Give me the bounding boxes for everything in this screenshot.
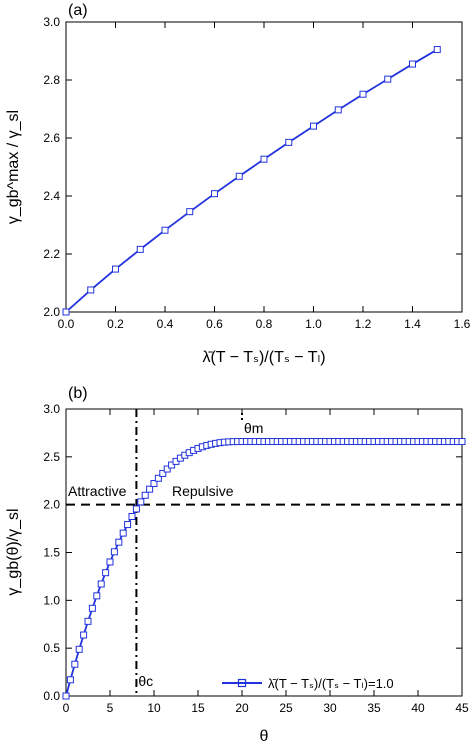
data-point (334, 106, 342, 114)
attractive-label: Attractive (68, 483, 127, 499)
theta-c-label: θc (138, 673, 153, 689)
y-tick-label: 0.5 (43, 641, 60, 655)
data-point (136, 245, 144, 253)
y-tick-label: 2.2 (43, 247, 60, 261)
data-point (75, 645, 83, 653)
data-point (102, 569, 110, 577)
data-point (285, 138, 293, 146)
panel-a-ticks: 0.0 0.2 0.4 0.6 0.8 1.0 1.2 1.4 1.6 2.0 2.2 2.4 2.6 2… (43, 15, 470, 331)
data-point (80, 631, 88, 639)
panel-b-y-axis-label: γ_gb(θ)/γ_sl (5, 508, 22, 595)
x-tick-label: 0.8 (256, 317, 273, 331)
data-point (110, 548, 118, 556)
y-tick-label: 2.0 (43, 305, 60, 319)
legend-label: λ̄(T − Tₛ)/(Tₛ − Tₗ)=1.0 (268, 676, 394, 691)
data-point (186, 208, 194, 216)
data-point (260, 155, 268, 163)
x-tick-label: 35 (367, 701, 381, 715)
x-tick-label: 25 (279, 701, 293, 715)
x-tick-label: 45 (455, 701, 469, 715)
x-tick-label: 0.6 (206, 317, 223, 331)
data-point (235, 172, 243, 180)
data-point (433, 46, 441, 54)
y-tick-label: 0.0 (43, 689, 60, 703)
y-tick-label: 2.8 (43, 73, 60, 87)
panel-b-reference-lines (66, 409, 462, 696)
data-point (154, 474, 162, 482)
data-point (87, 286, 95, 294)
x-tick-label: 1.2 (355, 317, 372, 331)
y-tick-label: 2.4 (43, 189, 60, 203)
panel-b: (b) 0 5 10 15 20 25 30 35 40 45 0.0 0.5 1.0 1.5 2.0 2.5… (5, 385, 469, 744)
panel-b-frame (65, 408, 463, 697)
panel-a-y-axis-label: γ_gb^max / γ_sl (5, 110, 22, 224)
x-tick-label: 30 (323, 701, 337, 715)
data-point (93, 592, 101, 600)
panel-b-x-axis-label: θ (260, 728, 269, 744)
panel-a-label: (a) (68, 2, 88, 19)
data-point (88, 604, 96, 612)
x-tick-label: 20 (235, 701, 249, 715)
data-point (66, 676, 74, 684)
y-tick-label: 3.0 (43, 15, 60, 29)
panel-a-x-axis-label: λ̄(T − Tₛ)/(Tₛ − Tₗ) (202, 349, 325, 366)
data-point (84, 617, 92, 625)
x-tick-label: 0.4 (157, 317, 174, 331)
panel-a: (a) 0.0 0.2 0.4 0.6 0.8 1.0 1.2 1.4 1.6 2.0 2.2 2.4… (5, 2, 471, 366)
data-point (150, 479, 158, 487)
y-tick-label: 3.0 (43, 402, 60, 416)
data-point (458, 438, 466, 446)
x-tick-label: 10 (147, 701, 161, 715)
data-point (115, 538, 123, 546)
data-point (106, 558, 114, 566)
x-tick-label: 0.2 (107, 317, 124, 331)
x-tick-label: 0.0 (58, 317, 75, 331)
x-tick-label: 15 (191, 701, 205, 715)
y-tick-label: 1.0 (43, 593, 60, 607)
data-point (409, 60, 416, 68)
data-point (359, 90, 367, 98)
data-point (384, 75, 392, 83)
data-point (137, 498, 145, 506)
panel-b-ticks: 0 5 10 15 20 25 30 35 40 45 0.0 0.5 1.0 1.5 2.0 2.5 3.0 (43, 402, 469, 715)
data-point (71, 660, 79, 668)
panel-a-frame (65, 21, 463, 313)
data-point (128, 513, 136, 521)
data-point (132, 505, 140, 513)
data-point (62, 308, 70, 316)
y-tick-label: 1.5 (43, 546, 60, 560)
data-point (168, 461, 176, 469)
data-point (112, 265, 119, 273)
panel-b-label: (b) (68, 385, 88, 402)
theta-m-label: θm (244, 420, 263, 436)
y-tick-label: 2.5 (43, 450, 60, 464)
data-point (124, 521, 132, 529)
y-tick-label: 2.6 (43, 131, 60, 145)
data-point (211, 190, 218, 198)
x-tick-label: 1.6 (454, 317, 471, 331)
data-point (146, 485, 154, 493)
legend: λ̄(T − Tₛ)/(Tₛ − Tₗ)=1.0 (222, 676, 394, 691)
data-point (141, 491, 149, 499)
data-point (161, 226, 169, 234)
data-point (62, 692, 70, 700)
x-tick-label: 0 (63, 701, 70, 715)
x-tick-label: 1.0 (305, 317, 322, 331)
legend-marker (237, 678, 247, 688)
data-point (119, 529, 127, 537)
x-tick-label: 1.4 (404, 317, 421, 331)
data-point (163, 465, 171, 473)
data-point (310, 122, 317, 130)
x-tick-label: 40 (411, 701, 425, 715)
panel-b-plot-area (62, 438, 466, 700)
y-tick-label: 2.0 (43, 498, 60, 512)
x-tick-label: 5 (107, 701, 114, 715)
series-line (65, 48, 438, 313)
data-point (159, 469, 167, 477)
series-line (65, 440, 462, 697)
data-point (97, 580, 105, 588)
panel-a-plot-area (62, 46, 441, 316)
repulsive-label: Repulsive (172, 483, 234, 499)
